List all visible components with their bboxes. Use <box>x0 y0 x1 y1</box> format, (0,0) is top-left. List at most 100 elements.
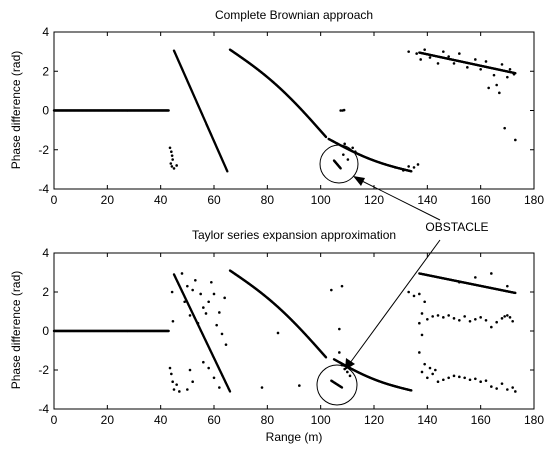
scatter-point <box>419 58 422 61</box>
scatter-point <box>210 280 213 284</box>
scatter-point <box>503 315 506 318</box>
scatter-point <box>207 366 210 370</box>
arrow-line-bottom <box>349 239 441 364</box>
scatter-point <box>412 166 416 169</box>
scatter-point <box>428 56 432 59</box>
scatter-point <box>407 50 410 53</box>
arrow-head-top <box>353 176 365 186</box>
scatter-point <box>220 332 224 336</box>
scatter-point <box>186 284 189 288</box>
scatter-point <box>468 319 472 323</box>
top-plot-panel: Complete Brownian approach Phase differe… <box>9 8 544 207</box>
bottom-plot-frame <box>53 252 535 410</box>
scatter-point <box>458 318 461 322</box>
x-tick-label: 160 <box>471 413 491 427</box>
top-plot-frame <box>53 31 535 190</box>
scatter-point <box>170 150 173 154</box>
scatter-point <box>436 62 440 65</box>
x-tick-label: 60 <box>207 193 221 207</box>
x-tick-label: 20 <box>101 413 115 427</box>
scatter-point <box>474 276 477 279</box>
segment-point <box>324 135 328 139</box>
segment-point <box>167 109 170 112</box>
scatter-point <box>442 378 445 382</box>
scatter-point <box>511 319 514 323</box>
scatter-point <box>434 368 437 372</box>
bottom-chart-title: Taylor series expansion approximation <box>192 228 396 242</box>
scatter-point <box>171 319 175 323</box>
scatter-point <box>346 158 350 161</box>
scatter-point <box>495 83 498 87</box>
scatter-point <box>338 351 341 354</box>
scatter-point <box>407 165 410 168</box>
x-tick-label: 60 <box>207 413 221 427</box>
scatter-point <box>188 368 192 372</box>
y-tick-label: 4 <box>42 25 49 39</box>
scatter-point <box>170 154 174 157</box>
scatter-point <box>418 321 421 325</box>
scatter-point <box>487 86 490 90</box>
arrow-line-top <box>359 179 441 221</box>
scatter-point <box>508 316 512 319</box>
scatter-point <box>468 378 472 382</box>
scatter-point <box>500 382 504 385</box>
scatter-point <box>500 317 504 320</box>
scatter-point <box>204 312 208 315</box>
scatter-point <box>180 272 184 275</box>
scatter-point <box>458 375 461 379</box>
scatter-point <box>506 388 509 391</box>
scatter-point <box>171 158 174 161</box>
scatter-point <box>436 314 440 317</box>
bottom-obstacle-circle <box>316 364 358 406</box>
scatter-point <box>514 390 517 393</box>
scatter-point <box>194 279 197 282</box>
scatter-point <box>348 374 352 378</box>
scatter-point <box>514 138 517 142</box>
scatter-point <box>428 366 432 370</box>
scatter-point <box>175 383 178 386</box>
scatter-point <box>495 320 498 324</box>
scatter-point <box>394 166 397 169</box>
scatter-point <box>420 333 424 337</box>
bottom-y-axis-label: Phase difference (rad) <box>9 271 23 390</box>
segment-point <box>340 386 344 389</box>
top-y-axis-label: Phase difference (rad) <box>9 51 23 170</box>
scatter-point <box>188 314 192 317</box>
scatter-point <box>172 388 176 391</box>
scatter-point <box>346 370 349 374</box>
scatter-point <box>492 73 496 77</box>
x-tick-label: 80 <box>261 193 275 207</box>
segment-point <box>228 390 232 393</box>
y-tick-label: 0 <box>42 104 49 118</box>
scatter-point <box>442 316 445 319</box>
y-tick-label: 2 <box>42 64 49 78</box>
scatter-point <box>466 66 469 69</box>
segment-point <box>410 170 413 173</box>
scatter-point <box>452 317 456 320</box>
scatter-point <box>212 376 216 380</box>
top-data-points <box>52 48 517 173</box>
scatter-point <box>490 385 493 388</box>
scatter-point <box>186 388 189 391</box>
y-tick-label: 4 <box>42 246 49 260</box>
scatter-point <box>171 380 174 384</box>
scatter-point <box>207 300 210 304</box>
scatter-point <box>484 60 488 63</box>
scatter-point <box>431 315 434 318</box>
scatter-point <box>503 126 506 130</box>
scatter-point <box>418 351 421 354</box>
scatter-point <box>463 315 466 318</box>
scatter-point <box>474 58 477 61</box>
scatter-point <box>442 50 445 53</box>
scatter-point <box>354 150 357 154</box>
scatter-point <box>418 292 421 296</box>
scatter-point <box>202 360 205 364</box>
scatter-point <box>479 380 482 384</box>
scatter-point <box>423 48 426 51</box>
obstacle-label: OBSTACLE <box>425 220 488 234</box>
segment-point <box>514 291 517 295</box>
top-obstacle-circle <box>319 144 359 184</box>
x-tick-label: 40 <box>154 193 168 207</box>
scatter-point <box>340 284 344 288</box>
